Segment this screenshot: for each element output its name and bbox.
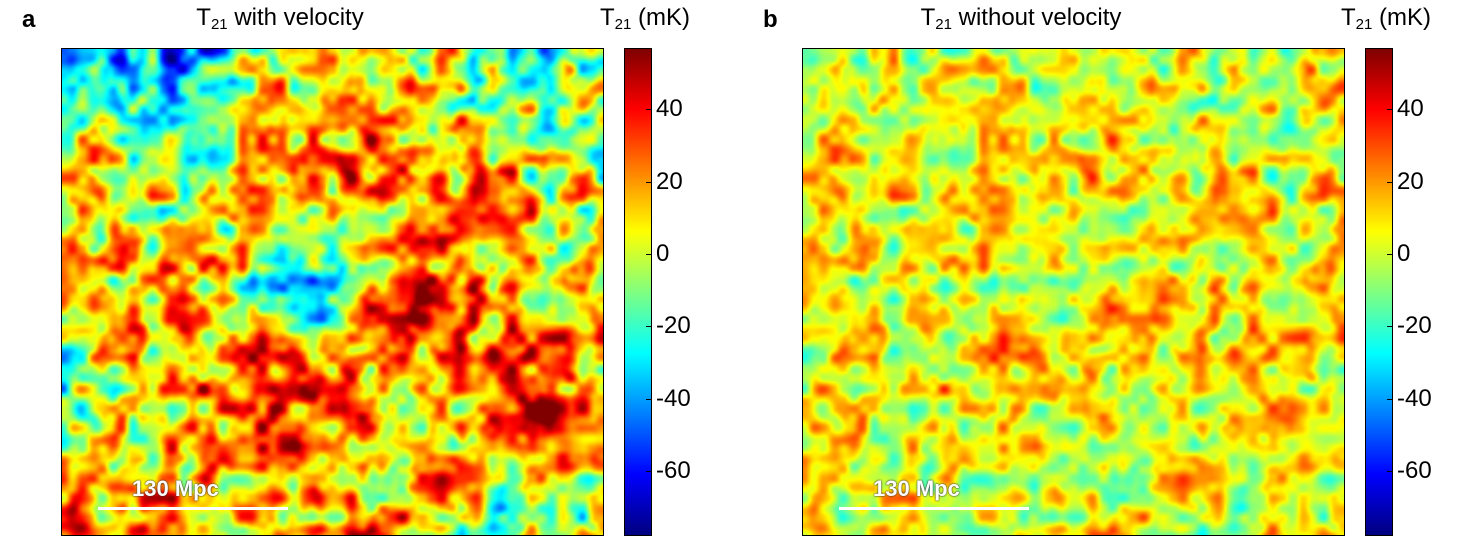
tick-mark [1387, 181, 1393, 183]
tick-label: -60 [1397, 456, 1432, 484]
tick-label: -40 [1397, 384, 1432, 412]
title-main: T [196, 4, 211, 31]
temperature-map: 130 Mpc [61, 48, 604, 536]
colorbar-label-main: T [1341, 4, 1356, 31]
tick-label: 20 [656, 167, 683, 195]
tick-mark [646, 109, 652, 111]
heatmap-canvas [62, 49, 603, 535]
tick-mark [1387, 326, 1393, 328]
colorbar-ticks: 40 20 0 -20 -40 -60 [1387, 48, 1473, 536]
scale-bar-label: 130 Mpc [132, 476, 219, 501]
colorbar-label-main: T [600, 4, 615, 31]
panel-title: T21 without velocity [871, 4, 1171, 33]
colorbar-label-rest: (mK) [631, 4, 691, 31]
tick-label: -20 [1397, 312, 1432, 340]
tick-mark [1387, 109, 1393, 111]
panel-b: b T21 without velocity 130 Mpc T21 (mK) … [741, 0, 1482, 552]
tick-mark [1387, 254, 1393, 256]
title-rest: with velocity [227, 4, 364, 31]
tick-label: -20 [656, 312, 691, 340]
title-rest: without velocity [951, 4, 1122, 31]
colorbar [624, 48, 652, 536]
colorbar-unit-label: T21 (mK) [1341, 4, 1431, 33]
panel-label: a [22, 6, 36, 33]
tick-mark [1387, 470, 1393, 472]
panel-a: a T21 with velocity 130 Mpc T21 (mK) 40 2… [22, 4, 732, 536]
tick-label: -60 [656, 456, 691, 484]
tick-mark [646, 326, 652, 328]
colorbar-label-sub: 21 [1355, 16, 1373, 33]
title-main: T [920, 4, 936, 31]
colorbar-unit-label: T21 (mK) [600, 4, 690, 33]
tick-mark [646, 254, 652, 256]
tick-label: 20 [1397, 167, 1424, 195]
colorbar-label-sub: 21 [614, 16, 632, 33]
panel-label: b [763, 6, 778, 33]
tick-mark [1387, 398, 1393, 400]
scale-bar-label: 130 Mpc [873, 476, 960, 501]
panel-title: T21 with velocity [130, 4, 430, 33]
colorbar [1365, 48, 1393, 536]
heatmap-canvas [803, 49, 1344, 535]
tick-mark [646, 470, 652, 472]
tick-label: -40 [656, 384, 691, 412]
scale-bar [98, 507, 288, 510]
colorbar-ticks: 40 20 0 -20 -40 -60 [646, 48, 732, 536]
title-sub: 21 [210, 16, 228, 33]
tick-label: 40 [1397, 95, 1424, 123]
temperature-map: 130 Mpc [802, 48, 1345, 536]
title-sub: 21 [935, 16, 952, 33]
colorbar-label-rest: (mK) [1372, 4, 1432, 31]
tick-mark [646, 398, 652, 400]
tick-label: 0 [656, 240, 670, 268]
tick-label: 0 [1397, 240, 1411, 268]
scale-bar [839, 507, 1029, 510]
tick-label: 40 [656, 95, 683, 123]
tick-mark [646, 181, 652, 183]
